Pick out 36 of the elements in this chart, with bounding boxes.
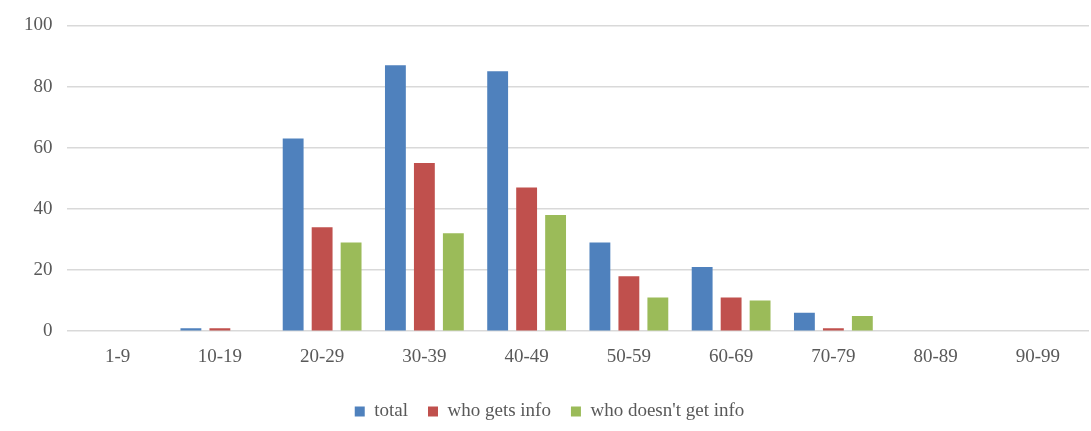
bar (618, 276, 640, 331)
bar (851, 315, 873, 331)
x-tick-label: 1-9 (104, 344, 131, 366)
bar (311, 227, 333, 331)
bar (793, 312, 815, 331)
y-tick-label: 100 (24, 13, 53, 35)
bar (749, 300, 771, 331)
bar (691, 266, 713, 331)
bar (516, 187, 538, 331)
y-tick-label: 20 (33, 258, 53, 280)
bar (442, 233, 464, 331)
bar (413, 163, 435, 331)
x-tick-label: 60-69 (708, 344, 754, 366)
x-tick-label: 50-59 (606, 344, 652, 366)
legend-label: who gets info (447, 399, 551, 421)
x-tick-label: 80-89 (913, 344, 958, 366)
bar (647, 297, 669, 331)
bar (720, 297, 742, 331)
x-tick-label: 90-99 (1015, 344, 1061, 366)
bar (487, 71, 509, 331)
x-tick-label: 70-79 (811, 344, 856, 366)
x-tick-label: 20-29 (299, 344, 345, 366)
bar (340, 242, 362, 331)
y-tick-label: 0 (43, 319, 53, 341)
bar (384, 65, 406, 331)
x-tick-label: 40-49 (504, 344, 549, 366)
y-tick-label: 80 (33, 74, 53, 96)
y-tick-label: 60 (33, 135, 53, 157)
y-tick-label: 40 (33, 196, 53, 218)
x-tick-label: 10-19 (197, 344, 243, 366)
x-tick-label: 30-39 (402, 344, 447, 366)
legend-label: total (374, 399, 409, 421)
bar (282, 138, 304, 331)
legend-label: who doesn't get info (590, 399, 745, 421)
bar (545, 215, 567, 331)
bar (589, 242, 611, 331)
